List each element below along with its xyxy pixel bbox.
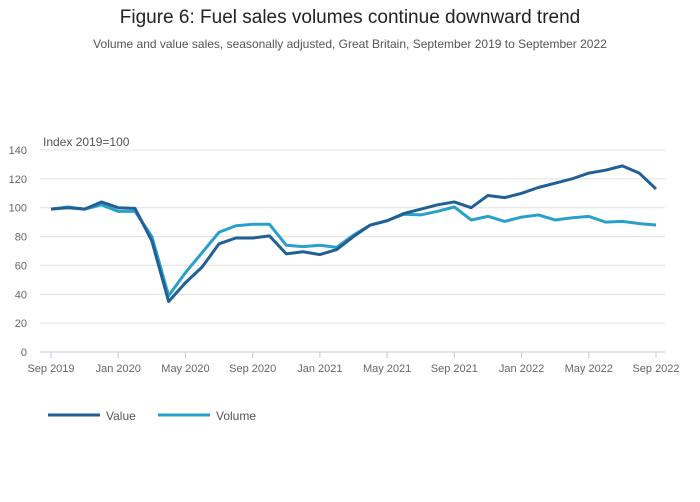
x-tick-label: Sep 2022 <box>632 363 679 375</box>
y-tick-label: 140 <box>9 145 27 157</box>
x-tick-label: May 2021 <box>363 363 411 375</box>
chart-title: Figure 6: Fuel sales volumes continue do… <box>119 7 581 28</box>
series-line-value <box>50 164 658 303</box>
x-tick-label: Jan 2021 <box>297 363 342 375</box>
y-tick-label: 100 <box>9 203 27 215</box>
x-tick-label: Sep 2019 <box>27 363 74 375</box>
legend-label-value: Value <box>106 409 136 423</box>
y-tick-label: 0 <box>21 347 27 359</box>
x-tick-label: Sep 2020 <box>229 363 276 375</box>
y-tick-label: 120 <box>9 174 27 186</box>
chart-subtitle: Volume and value sales, seasonally adjus… <box>93 37 607 51</box>
legend-label-volume: Volume <box>216 409 256 423</box>
x-tick-label: May 2022 <box>565 363 613 375</box>
y-axis-label: Index 2019=100 <box>43 135 130 149</box>
y-tick-label: 20 <box>15 318 27 330</box>
y-tick-label: 80 <box>15 232 27 244</box>
y-tick-label: 40 <box>15 289 27 301</box>
x-tick-label: Jan 2020 <box>96 363 141 375</box>
y-tick-label: 60 <box>15 260 27 272</box>
x-tick-label: Sep 2021 <box>431 363 478 375</box>
x-tick-label: May 2020 <box>161 363 209 375</box>
x-tick-label: Jan 2022 <box>499 363 544 375</box>
